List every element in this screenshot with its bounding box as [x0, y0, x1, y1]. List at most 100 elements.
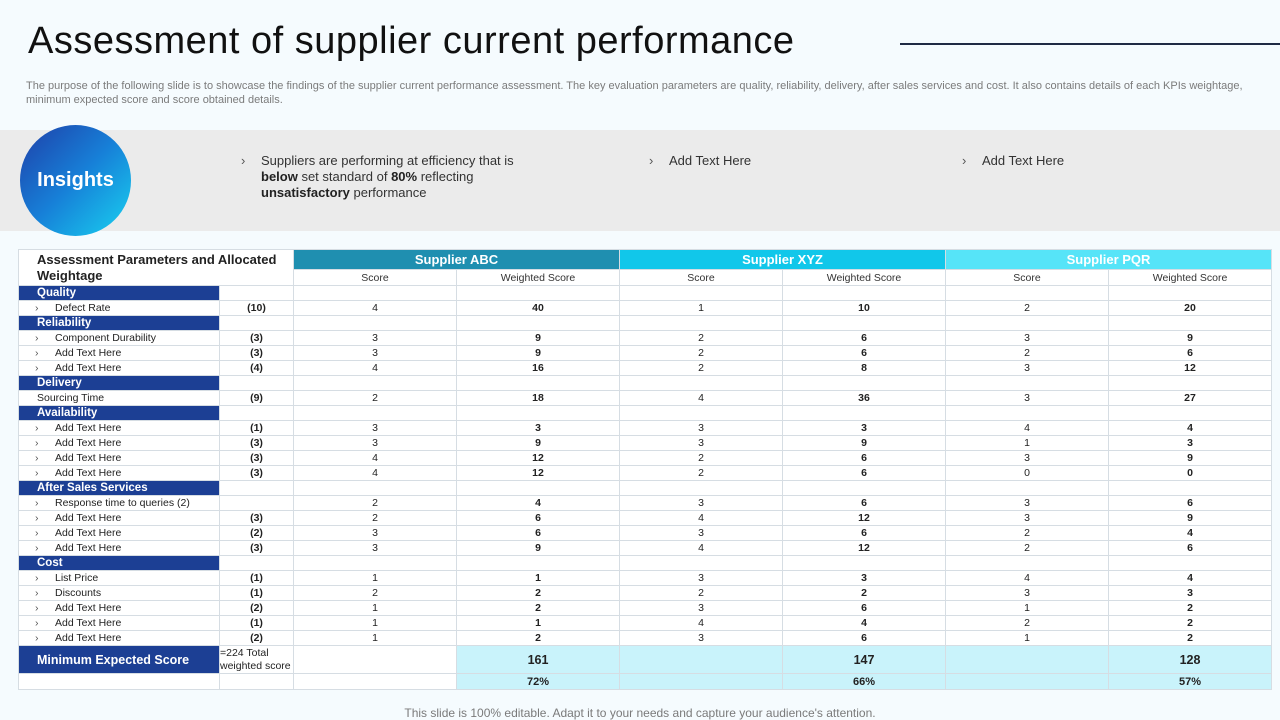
weighted-score-cell: 6: [1108, 345, 1273, 361]
empty-cell: [293, 480, 458, 496]
total-score-xyz: 147: [782, 645, 947, 674]
weighted-score-cell: 6: [782, 345, 947, 361]
empty-cell: [782, 285, 947, 301]
score-cell: 3: [945, 510, 1110, 526]
chevron-right-icon: ›: [35, 617, 39, 629]
empty-cell: [218, 405, 295, 421]
score-cell: 3: [619, 495, 784, 511]
insights-badge: Insights: [20, 125, 131, 236]
parameter-text: Defect Rate: [55, 302, 111, 314]
weighted-score-cell: 9: [456, 330, 621, 346]
chevron-right-icon: ›: [35, 527, 39, 539]
percent-abc: 72%: [456, 673, 621, 690]
table-row: › Add Text Here (3) 3 9 2 6 2 6: [18, 345, 1273, 361]
empty-cell: [293, 405, 458, 421]
score-cell: 1: [945, 630, 1110, 646]
parameter-label: › Add Text Here: [18, 600, 220, 616]
parameter-text: Add Text Here: [55, 452, 122, 464]
chevron-right-icon: ›: [35, 587, 39, 599]
table-row: › Add Text Here (3) 3 9 4 12 2 6: [18, 540, 1273, 556]
table-row: › Add Text Here (4) 4 16 2 8 3 12: [18, 360, 1273, 376]
parameter-label: Sourcing Time: [18, 390, 220, 406]
chevron-right-icon: ›: [35, 422, 39, 434]
weighted-score-cell: 9: [456, 435, 621, 451]
empty-cell: [1108, 315, 1273, 331]
score-cell: 4: [619, 540, 784, 556]
table-row: › Add Text Here (3) 2 6 4 12 3 9: [18, 510, 1273, 526]
empty-cell: [218, 555, 295, 571]
score-header: Score: [293, 269, 458, 286]
weightage-cell: (10): [218, 300, 295, 316]
score-header: Score: [945, 269, 1110, 286]
insight-1-text-b: below: [261, 169, 298, 184]
score-cell: 2: [293, 495, 458, 511]
score-cell: 2: [293, 585, 458, 601]
insight-2-text: Add Text Here: [669, 153, 752, 168]
weighted-score-cell: 9: [1108, 450, 1273, 466]
weighted-score-cell: 2: [1108, 600, 1273, 616]
weighted-score-cell: 6: [1108, 495, 1273, 511]
score-cell: 0: [945, 465, 1110, 481]
category-label: Cost: [18, 555, 220, 571]
score-cell: 3: [945, 495, 1110, 511]
score-cell: 1: [945, 600, 1110, 616]
score-cell: 2: [945, 345, 1110, 361]
parameter-text: Add Text Here: [55, 527, 122, 539]
parameter-label: › List Price: [18, 570, 220, 586]
empty-cell: [619, 405, 784, 421]
weighted-score-header: Weighted Score: [456, 269, 621, 286]
insight-1-text-g: performance: [349, 185, 427, 200]
category-row: After Sales Services: [18, 480, 1273, 496]
empty-cell: [619, 285, 784, 301]
score-cell: 2: [619, 585, 784, 601]
score-cell: 4: [293, 450, 458, 466]
weighted-score-cell: 2: [1108, 615, 1273, 631]
weighted-score-cell: 9: [782, 435, 947, 451]
category-label: Reliability: [18, 315, 220, 331]
score-cell: 3: [619, 630, 784, 646]
weighted-score-cell: 6: [782, 630, 947, 646]
weighted-score-cell: 12: [782, 510, 947, 526]
category-row: Delivery: [18, 375, 1273, 391]
weighted-score-cell: 3: [1108, 585, 1273, 601]
table-row: › Component Durability (3) 3 9 2 6 3 9: [18, 330, 1273, 346]
assessment-table: Assessment Parameters and Allocated Weig…: [17, 249, 1273, 690]
empty-cell: [456, 405, 621, 421]
empty-cell: [1108, 555, 1273, 571]
weightage-cell: (2): [218, 600, 295, 616]
table-row: › Add Text Here (3) 4 12 2 6 3 9: [18, 450, 1273, 466]
parameter-text: Add Text Here: [55, 542, 122, 554]
percent-pqr: 57%: [1108, 673, 1273, 690]
empty-cell: [945, 375, 1110, 391]
weighted-score-cell: 4: [1108, 420, 1273, 436]
parameter-text: Component Durability: [55, 332, 156, 344]
score-cell: 3: [619, 570, 784, 586]
parameter-text: Add Text Here: [55, 602, 122, 614]
empty-cell: [1108, 375, 1273, 391]
page-description: The purpose of the following slide is to…: [26, 80, 1243, 106]
empty-cell: [619, 555, 784, 571]
parameter-label: › Add Text Here: [18, 540, 220, 556]
empty-cell: [456, 375, 621, 391]
table-row: › Add Text Here (3) 4 12 2 6 0 0: [18, 465, 1273, 481]
empty-cell: [619, 315, 784, 331]
parameter-label: › Add Text Here: [18, 420, 220, 436]
table-row: › Response time to queries (2) 2 4 3 6 3 6: [18, 495, 1273, 511]
score-cell: 3: [293, 420, 458, 436]
weighted-score-cell: 9: [1108, 330, 1273, 346]
weightage-cell: (3): [218, 330, 295, 346]
score-cell: 1: [293, 615, 458, 631]
percent-row: 72% 66% 57%: [18, 673, 1273, 690]
empty-cell: [619, 645, 784, 674]
parameter-text: Add Text Here: [55, 632, 122, 644]
score-cell: 3: [619, 600, 784, 616]
score-cell: 4: [619, 510, 784, 526]
chevron-right-icon: ›: [35, 497, 39, 509]
chevron-right-icon: ›: [35, 542, 39, 554]
score-cell: 2: [619, 465, 784, 481]
chevron-right-icon: ›: [35, 467, 39, 479]
score-cell: 3: [293, 525, 458, 541]
score-cell: 2: [619, 330, 784, 346]
empty-cell: [293, 285, 458, 301]
parameter-label: › Add Text Here: [18, 525, 220, 541]
